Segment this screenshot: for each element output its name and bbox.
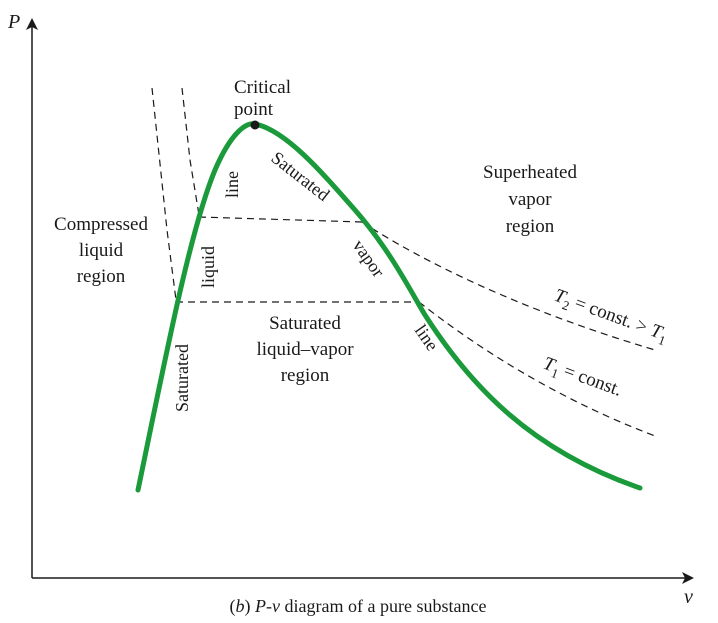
wet-region-label-line1: Saturated <box>269 313 341 334</box>
critical-point-marker <box>250 120 260 130</box>
compressed-liquid-isotherm-t1 <box>181 87 200 216</box>
sat-liquid-word-saturated: Saturated <box>172 344 192 412</box>
compressed-liquid-label-line3: region <box>77 266 126 287</box>
superheated-vapor-label-line1: Superheated <box>483 162 577 183</box>
isotherm-t2-label: T2 = const. > T1 <box>550 285 670 348</box>
wet-region-label-line2: liquid–vapor <box>256 339 354 360</box>
critical-point-label-line1: Critical <box>234 77 291 98</box>
isotherm-t2-wet-segment <box>198 216 363 223</box>
superheated-vapor-label-line3: region <box>506 216 555 237</box>
isotherm-t1-superheated <box>418 301 656 437</box>
wet-region-label-line3: region <box>281 365 330 386</box>
compressed-liquid-label-line2: liquid <box>79 240 124 261</box>
sat-vapor-word-line: line <box>411 321 443 355</box>
figure-caption: (b) P-v diagram of a pure substance <box>230 596 487 617</box>
y-axis-label: P <box>7 11 20 33</box>
x-axis-label: v <box>684 586 693 608</box>
critical-point-label-line2: point <box>234 99 274 120</box>
isotherm-t1-label: T1 = const. <box>539 353 624 404</box>
sat-liquid-word-line: line <box>222 171 242 198</box>
isotherm-t2-superheated <box>361 221 656 351</box>
saturation-dome <box>135 121 643 493</box>
superheated-vapor-label-line2: vapor <box>508 189 552 210</box>
compressed-liquid-label-line1: Compressed <box>54 214 148 235</box>
sat-liquid-word-liquid: liquid <box>198 246 218 288</box>
compressed-liquid-isotherm-t2 <box>151 87 177 301</box>
